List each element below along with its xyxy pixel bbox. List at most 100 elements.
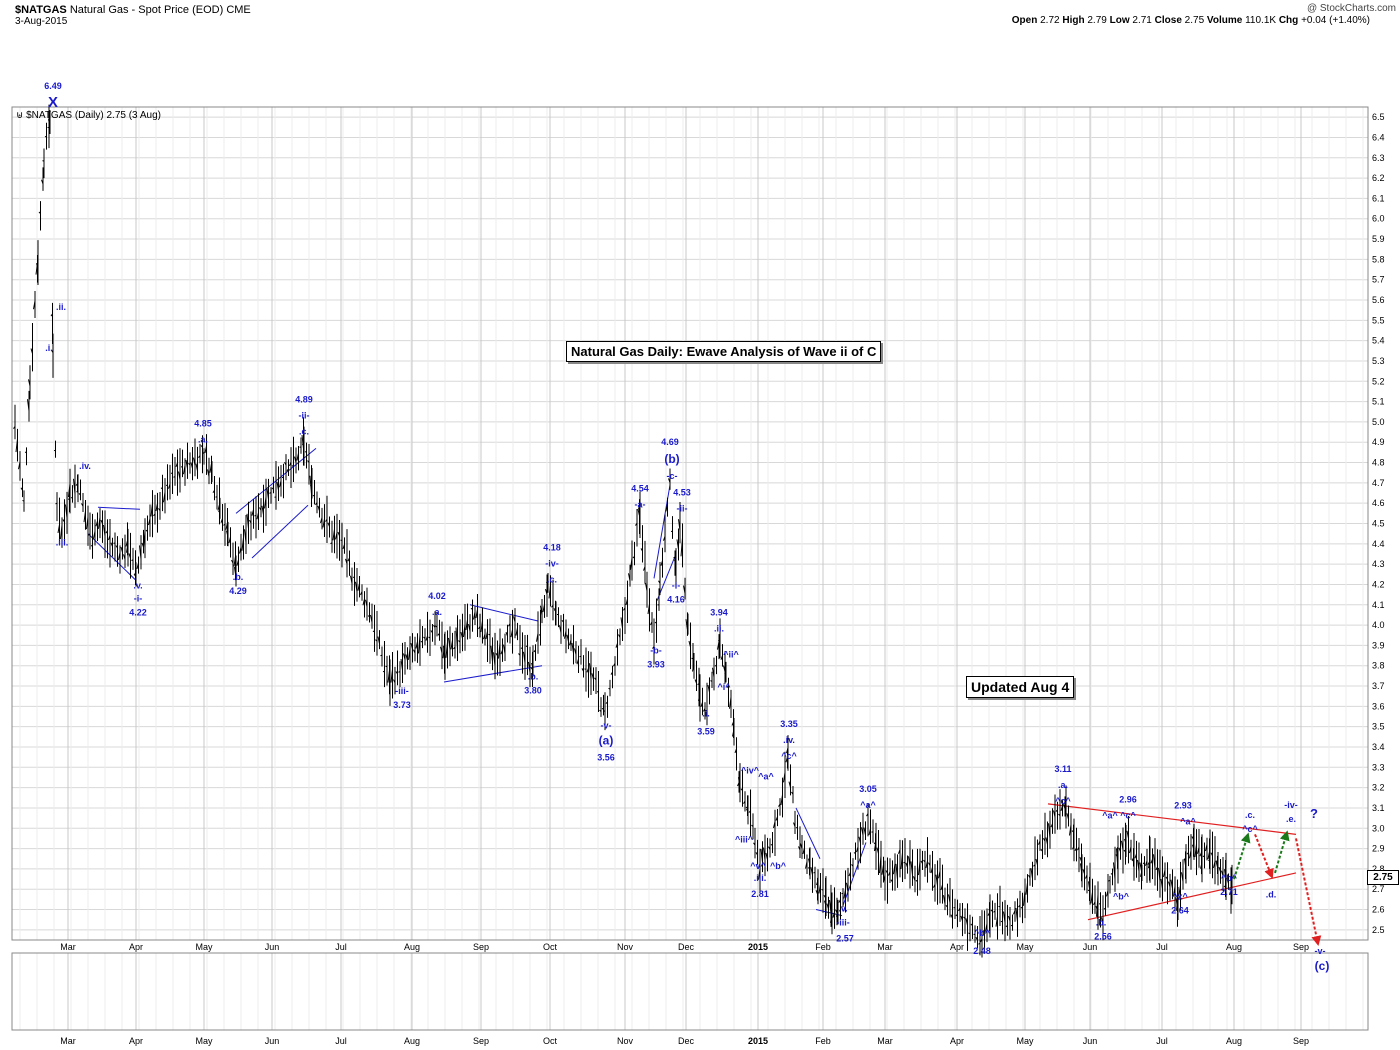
price-bar-tick [437,633,440,636]
y-tick-label: 5.9 [1372,234,1385,244]
wave-label: -c- [667,471,678,481]
price-bar-tick [995,916,998,927]
wave-label: 4.29 [229,586,247,596]
wave-label: -v- [1315,946,1326,956]
price-bar-tick [443,645,446,666]
price-bar-tick [1077,846,1080,851]
price-bar-tick [1080,863,1083,876]
wave-label: 3.59 [697,726,715,736]
price-bar-tick [868,828,871,836]
price-bar-tick [818,884,821,894]
price-bar-tick [586,668,589,673]
x-tick-label-lower: Apr [129,1036,143,1046]
price-bar-tick [874,840,877,852]
wave-label: -iv- [1284,800,1298,810]
price-bar-tick [1050,823,1053,828]
price-bar-tick [848,872,851,877]
y-tick-label: 4.2 [1372,579,1385,589]
price-bar-tick [266,488,269,500]
price-bar-tick [327,522,330,527]
projection-arrow [1295,838,1322,947]
wave-annotations: 6.49 X .ii. .i. .iv. .iii. .v. -i- 4.22 4.85 .a. .b… [44,81,1329,973]
x-tick-label: Dec [678,942,695,952]
wave-label: 3.56 [597,752,615,762]
price-bar-tick [365,599,368,607]
y-tick-label: 5.7 [1372,275,1385,285]
price-bar-tick [948,894,951,903]
price-bar-tick [674,559,677,565]
price-bar-tick [81,503,84,507]
price-bar-tick [1045,837,1048,845]
price-bar-tick [955,913,958,917]
x-tick-label: Feb [815,942,831,952]
price-bar-tick [418,634,421,654]
price-bar-tick [654,621,657,624]
price-bar-tick [220,518,223,523]
price-bar-tick [760,849,763,863]
price-bar-tick [51,350,54,353]
price-bar-tick [523,651,526,663]
wave-label: ^iv^ [741,765,760,775]
price-bar-tick [1063,803,1066,809]
price-bar-tick [980,938,983,943]
price-bar-tick [428,636,431,639]
price-bar-tick [963,916,966,919]
price-bar-tick [286,468,289,472]
price-bar-tick [133,573,136,576]
wave-label: 4.85 [194,418,212,428]
price-bar-tick [638,503,641,510]
price-bar-tick [885,870,888,874]
price-bar-tick [1064,802,1067,808]
blue-trendline [469,604,539,622]
x-tick-label-lower: Sep [473,1036,489,1046]
price-bar-tick [826,903,829,910]
price-bar-tick [1192,844,1195,851]
price-bar-tick [618,634,621,638]
price-bar-tick [930,867,933,874]
price-bar-tick [1069,824,1072,836]
y-tick-label: 3.6 [1372,701,1385,711]
wave-label: .iii. [56,538,69,548]
wave-label: 6.49 [44,81,62,91]
price-bar-tick [574,648,577,655]
price-bar-tick [1189,850,1192,859]
price-bar-tick [851,864,854,867]
price-bar-tick [261,505,264,515]
wave-label: ^x^ [1172,891,1188,901]
wave-label: ^c^ [781,751,797,761]
price-bar-tick [1035,858,1038,866]
price-bar-tick [375,639,378,642]
wave-label: 2.56 [1094,932,1112,942]
price-bar-tick [720,655,723,660]
price-bar-tick [505,631,508,637]
wave-label: -iii- [395,686,409,696]
price-bar-tick [480,620,483,633]
x-tick-label: May [195,942,213,952]
price-bar-tick [279,480,282,488]
price-bar-tick [846,882,849,893]
high-value: 2.79 [1087,15,1107,26]
price-bar-tick [853,852,856,855]
y-tick-label: 5.0 [1372,417,1385,427]
x-tick-label-lower: Mar [877,1036,893,1046]
price-bar-tick [785,756,788,763]
x-tick-label-lower: Aug [404,1036,420,1046]
y-tick-label: 6.3 [1372,153,1385,163]
wave-label: X [48,94,58,111]
price-bar-tick [688,640,691,648]
wave-label: 2.71 [1220,887,1238,897]
close-value: 2.75 [1184,15,1205,26]
price-bar-tick [445,642,448,658]
price-bar-tick [691,657,694,660]
price-bar-tick [698,693,701,702]
price-bar-tick [546,578,549,584]
price-bar-tick [307,460,310,463]
price-bar-tick [970,923,973,926]
wave-label: 3.73 [393,700,411,710]
legend-icon: ⊎ [16,110,27,121]
y-tick-label: 3.9 [1372,640,1385,650]
x-tick-label-lower: Jul [1156,1036,1168,1046]
price-bar-tick [380,654,383,657]
wave-label: 2.93 [1174,800,1192,810]
price-bar-tick [800,843,803,849]
